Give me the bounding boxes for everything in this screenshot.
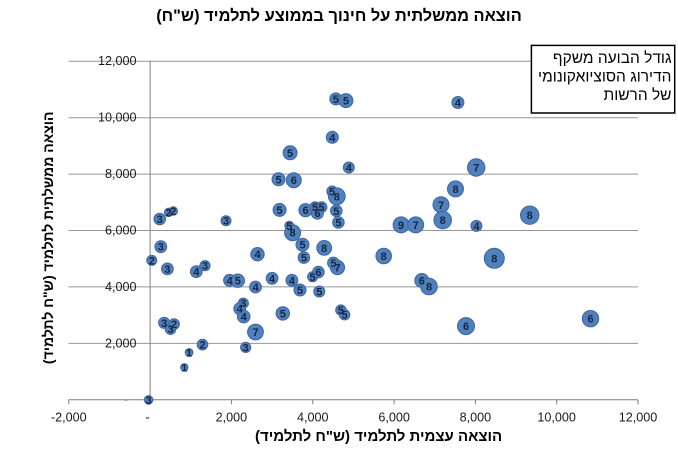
svg-text:5: 5 bbox=[287, 148, 293, 160]
svg-text:2,000: 2,000 bbox=[105, 336, 137, 350]
svg-text:8: 8 bbox=[452, 184, 458, 196]
svg-text:5: 5 bbox=[335, 217, 341, 229]
svg-text:8: 8 bbox=[440, 215, 446, 227]
svg-text:4: 4 bbox=[329, 132, 336, 144]
svg-text:הוצאה ממשלתית על חינוך בממוצע: הוצאה ממשלתית על חינוך בממוצע לתלמיד (ש"… bbox=[156, 7, 522, 25]
svg-text:5: 5 bbox=[277, 205, 283, 217]
svg-text:5: 5 bbox=[310, 272, 316, 284]
svg-text:5: 5 bbox=[301, 253, 307, 265]
svg-text:4: 4 bbox=[346, 163, 353, 175]
svg-text:-: - bbox=[145, 411, 149, 425]
svg-text:5: 5 bbox=[329, 186, 335, 198]
svg-text:6: 6 bbox=[302, 205, 308, 217]
svg-text:3: 3 bbox=[167, 324, 173, 336]
svg-text:8: 8 bbox=[381, 251, 387, 263]
svg-text:5: 5 bbox=[299, 240, 305, 252]
svg-text:7: 7 bbox=[438, 200, 444, 212]
svg-text:8: 8 bbox=[334, 191, 340, 203]
svg-text:3: 3 bbox=[146, 395, 152, 407]
svg-text:גודל הבועה משקף: גודל הבועה משקף bbox=[553, 50, 672, 67]
svg-text:5: 5 bbox=[312, 202, 318, 214]
svg-text:4: 4 bbox=[269, 273, 276, 285]
svg-text:2: 2 bbox=[170, 206, 176, 218]
svg-text:5: 5 bbox=[342, 310, 348, 322]
svg-text:3: 3 bbox=[158, 242, 164, 254]
svg-text:9: 9 bbox=[398, 220, 404, 232]
svg-text:5: 5 bbox=[316, 287, 322, 299]
svg-text:6: 6 bbox=[419, 276, 425, 288]
svg-text:5: 5 bbox=[333, 94, 339, 106]
svg-text:3: 3 bbox=[157, 214, 163, 226]
svg-text:6: 6 bbox=[314, 208, 320, 220]
svg-text:10,000: 10,000 bbox=[98, 111, 137, 125]
svg-text:4: 4 bbox=[455, 98, 462, 110]
svg-text:8: 8 bbox=[527, 210, 533, 222]
svg-text:5: 5 bbox=[297, 285, 303, 297]
svg-text:3: 3 bbox=[202, 261, 208, 273]
svg-text:8: 8 bbox=[321, 243, 327, 255]
svg-text:3: 3 bbox=[164, 264, 170, 276]
svg-text:הוצאה ממשלתית לתלמיד (ש"ח לתלמ: הוצאה ממשלתית לתלמיד (ש"ח לתלמיד) bbox=[40, 112, 56, 365]
svg-text:2: 2 bbox=[166, 207, 172, 219]
svg-text:4,000: 4,000 bbox=[105, 280, 137, 294]
svg-text:6: 6 bbox=[315, 267, 321, 279]
svg-text:של הרשות: של הרשות bbox=[604, 87, 672, 104]
svg-text:4: 4 bbox=[193, 267, 200, 279]
svg-text:6,000: 6,000 bbox=[378, 411, 410, 425]
svg-text:5: 5 bbox=[286, 221, 292, 233]
svg-text:2: 2 bbox=[171, 319, 177, 331]
svg-text:5: 5 bbox=[343, 96, 349, 108]
svg-text:8: 8 bbox=[290, 228, 296, 240]
svg-text:4: 4 bbox=[289, 275, 296, 287]
svg-text:4,000: 4,000 bbox=[297, 411, 329, 425]
svg-text:2: 2 bbox=[199, 340, 205, 352]
svg-text:10,000: 10,000 bbox=[537, 411, 576, 425]
svg-text:הוצאה עצמית לתלמיד (ש"ח לתלמיד: הוצאה עצמית לתלמיד (ש"ח לתלמיד) bbox=[255, 428, 502, 445]
svg-text:5: 5 bbox=[275, 174, 281, 186]
svg-text:6: 6 bbox=[291, 175, 297, 187]
svg-text:4: 4 bbox=[252, 282, 259, 294]
svg-text:12,000: 12,000 bbox=[98, 54, 137, 68]
svg-text:4: 4 bbox=[226, 275, 233, 287]
svg-text:6: 6 bbox=[587, 314, 593, 326]
svg-text:5: 5 bbox=[338, 305, 344, 317]
svg-text:1: 1 bbox=[181, 362, 187, 374]
svg-text:7: 7 bbox=[413, 220, 419, 232]
svg-text:7: 7 bbox=[334, 263, 340, 275]
svg-text:4: 4 bbox=[473, 221, 480, 233]
svg-text:6,000: 6,000 bbox=[105, 223, 137, 237]
svg-text:12,000: 12,000 bbox=[619, 411, 658, 425]
svg-text:5: 5 bbox=[280, 308, 286, 320]
svg-text:8: 8 bbox=[491, 253, 497, 265]
svg-text:5: 5 bbox=[333, 206, 339, 218]
svg-text:8,000: 8,000 bbox=[105, 167, 137, 181]
svg-text:1: 1 bbox=[186, 348, 192, 360]
svg-text:4: 4 bbox=[237, 304, 244, 316]
svg-text:הדירוג הסוציואקונומי: הדירוג הסוציואקונומי bbox=[538, 68, 671, 85]
svg-text:5: 5 bbox=[330, 258, 336, 270]
svg-text:5: 5 bbox=[319, 202, 325, 214]
svg-text:-2,000: -2,000 bbox=[51, 411, 87, 425]
svg-text:3: 3 bbox=[223, 216, 229, 228]
svg-text:7: 7 bbox=[252, 327, 258, 339]
svg-text:8: 8 bbox=[426, 282, 432, 294]
svg-text:3: 3 bbox=[161, 318, 167, 330]
svg-text:7: 7 bbox=[473, 163, 479, 175]
svg-text:8,000: 8,000 bbox=[460, 411, 492, 425]
svg-text:6: 6 bbox=[463, 321, 469, 333]
svg-text:3: 3 bbox=[243, 342, 249, 354]
svg-text:2: 2 bbox=[149, 255, 155, 267]
svg-text:3: 3 bbox=[240, 298, 246, 310]
svg-text:4: 4 bbox=[254, 249, 261, 261]
svg-text:4: 4 bbox=[241, 312, 248, 324]
svg-text:2,000: 2,000 bbox=[216, 411, 248, 425]
svg-text:5: 5 bbox=[235, 276, 241, 288]
